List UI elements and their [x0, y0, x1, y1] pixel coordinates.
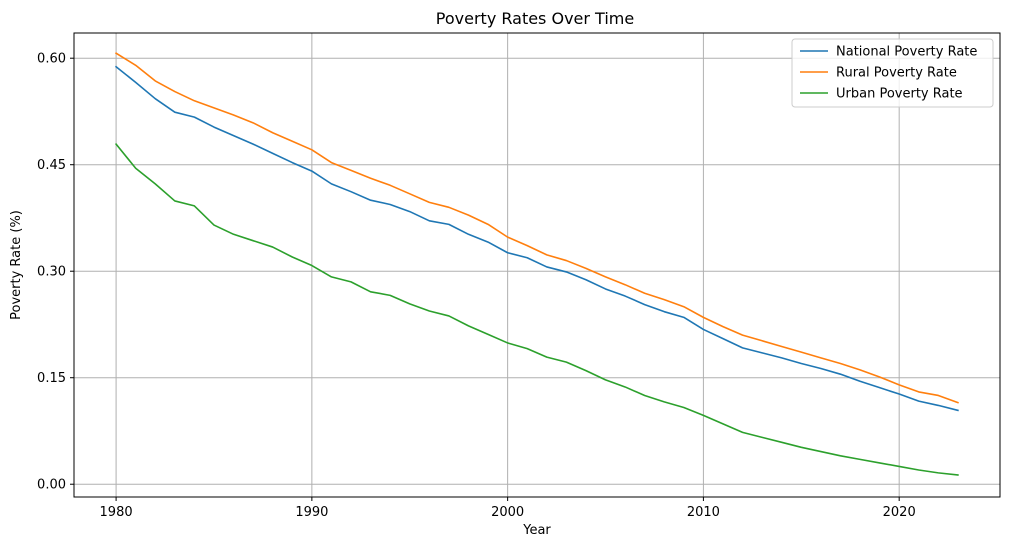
- y-axis-label: Poverty Rate (%): [9, 210, 24, 320]
- x-tick-label: 2020: [883, 505, 916, 520]
- y-axis-ticks: 0.00 0.15 0.30 0.45 0.60: [37, 52, 74, 493]
- x-axis-ticks: 1980 1990 2000 2010 2020: [100, 497, 916, 520]
- y-tick-label: 0.15: [37, 371, 66, 386]
- plot-frame: [73, 32, 1001, 498]
- x-tick-label: 2000: [491, 505, 524, 520]
- legend-label: Rural Poverty Rate: [836, 66, 957, 81]
- series-line-2: [114, 52, 959, 404]
- y-tick-label: 0.30: [37, 265, 66, 280]
- x-tick-label: 1980: [100, 505, 133, 520]
- legend: National Poverty Rate Rural Poverty Rate U…: [791, 38, 994, 108]
- series-line-3: [114, 142, 959, 476]
- x-tick-label: 2010: [687, 505, 720, 520]
- legend-label: Urban Poverty Rate: [836, 87, 963, 102]
- y-tick-label: 0.45: [37, 158, 66, 173]
- series-line-1: [114, 65, 959, 412]
- legend-box: [791, 38, 994, 108]
- chart-title: Poverty Rates Over Time: [436, 9, 634, 28]
- x-tick-label: 1990: [295, 505, 328, 520]
- y-tick-label: 0.00: [37, 478, 66, 493]
- series-group: [114, 52, 959, 476]
- x-axis-label: Year: [522, 523, 551, 538]
- legend-label: National Poverty Rate: [836, 45, 977, 60]
- y-tick-label: 0.60: [37, 52, 66, 67]
